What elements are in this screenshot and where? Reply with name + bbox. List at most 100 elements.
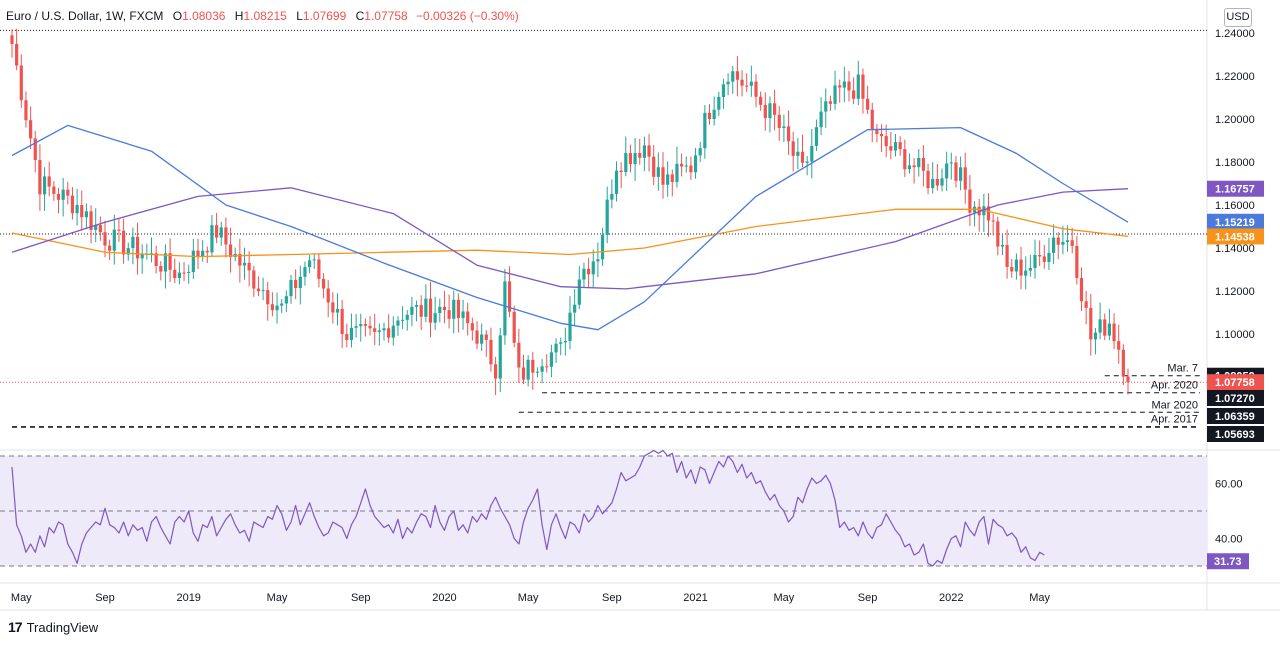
price-tag-bg bbox=[1207, 374, 1264, 391]
candle-body bbox=[926, 170, 930, 189]
candle-body bbox=[861, 74, 865, 99]
candle-body bbox=[642, 145, 646, 158]
candle-body bbox=[191, 250, 195, 272]
candle-body bbox=[405, 314, 409, 320]
candle-body bbox=[80, 205, 84, 218]
candle-body bbox=[470, 323, 474, 331]
candle-body bbox=[707, 112, 712, 120]
candle-body bbox=[917, 157, 921, 168]
candle-body bbox=[56, 193, 61, 200]
time-tick-label: 2022 bbox=[939, 592, 963, 604]
support-level-label-4: Apr. 2017 bbox=[1151, 414, 1198, 426]
candle-body bbox=[126, 248, 130, 255]
candle-body bbox=[754, 81, 758, 97]
candle-body bbox=[242, 262, 247, 266]
candle-body bbox=[689, 165, 693, 173]
candle-body bbox=[428, 298, 433, 323]
candle-body bbox=[461, 311, 465, 318]
candle-body bbox=[228, 244, 233, 257]
candle-body bbox=[759, 96, 763, 105]
candle-body bbox=[447, 310, 451, 319]
candle-body bbox=[1075, 245, 1079, 278]
price-tag: 1.07758 bbox=[1207, 374, 1264, 391]
price-tag: 1.16757 bbox=[1207, 180, 1264, 197]
candle-body bbox=[359, 324, 363, 327]
currency-button[interactable]: USD bbox=[1224, 8, 1252, 27]
candle-body bbox=[340, 308, 344, 335]
candle-body bbox=[1047, 252, 1051, 262]
candle-body bbox=[986, 206, 991, 221]
candle-body bbox=[108, 245, 112, 251]
candle-body bbox=[1033, 255, 1037, 269]
candle-body bbox=[554, 343, 558, 353]
candle-body bbox=[238, 253, 242, 266]
candle-body bbox=[856, 74, 860, 99]
candle-body bbox=[619, 170, 623, 173]
candle-body bbox=[949, 162, 953, 164]
candle-body bbox=[256, 288, 261, 292]
candle-body bbox=[991, 220, 995, 222]
tradingview-logo-icon[interactable]: 17 bbox=[8, 619, 23, 635]
price-tag-label: 1.06359 bbox=[1215, 411, 1255, 423]
candle-body bbox=[568, 312, 572, 341]
candle-body bbox=[1126, 376, 1130, 383]
time-tick-label: 2020 bbox=[432, 592, 456, 604]
candle-body bbox=[879, 134, 884, 137]
candle-body bbox=[321, 278, 326, 289]
rsi-line bbox=[11, 449, 1045, 567]
candle-body bbox=[596, 259, 600, 262]
brand-name[interactable]: TradingView bbox=[26, 619, 99, 635]
candle-body bbox=[1010, 266, 1014, 272]
change-value: −0.00326 (−0.30%) bbox=[416, 9, 519, 23]
candle-body bbox=[805, 161, 809, 163]
candle-body bbox=[252, 270, 256, 289]
candle-body bbox=[875, 129, 879, 135]
candle-body bbox=[782, 126, 786, 128]
candle-body bbox=[749, 81, 753, 86]
candle-body bbox=[61, 189, 65, 200]
candle-body bbox=[289, 279, 293, 297]
candle-body bbox=[531, 359, 535, 373]
candle-body bbox=[945, 163, 949, 179]
candle-body bbox=[656, 167, 660, 177]
candle-body bbox=[205, 250, 209, 253]
candle-body bbox=[1038, 255, 1042, 257]
candle-body bbox=[507, 281, 512, 312]
candle-body bbox=[698, 148, 702, 156]
candle-body bbox=[187, 271, 191, 273]
candle-body bbox=[1014, 259, 1018, 272]
candle-body bbox=[912, 165, 916, 168]
candle-body bbox=[159, 266, 163, 272]
candle-body bbox=[670, 174, 674, 182]
candle-body bbox=[745, 85, 749, 87]
candle-body bbox=[731, 71, 735, 82]
candle-body bbox=[777, 114, 781, 128]
candle-body bbox=[391, 325, 395, 338]
candle-body bbox=[721, 84, 726, 97]
candle-body bbox=[345, 334, 349, 340]
candle-body bbox=[1028, 268, 1032, 271]
candle-body bbox=[1089, 307, 1093, 340]
price-tick-label: 1.22000 bbox=[1215, 71, 1255, 83]
price-tag-label: 1.07270 bbox=[1215, 393, 1255, 405]
candle-body bbox=[535, 371, 540, 373]
price-tag-bg bbox=[1207, 426, 1264, 442]
candle-body bbox=[266, 290, 270, 305]
candle-body bbox=[898, 142, 902, 150]
candle-body bbox=[219, 227, 223, 238]
candle-body bbox=[1042, 256, 1046, 262]
candle-body bbox=[317, 259, 321, 279]
candle-body bbox=[247, 262, 251, 271]
price-tick-label: 1.10000 bbox=[1215, 329, 1255, 341]
price-tag-bg bbox=[1207, 213, 1264, 230]
candle-body bbox=[84, 211, 88, 218]
candle-body bbox=[819, 111, 823, 128]
candle-body bbox=[52, 186, 56, 194]
candle-body bbox=[675, 163, 679, 182]
candle-body bbox=[438, 306, 442, 314]
rsi-value-label: 31.73 bbox=[1214, 556, 1242, 568]
price-tick-label: 1.12000 bbox=[1215, 286, 1255, 298]
support-level-label-2: Mar 2020 bbox=[1152, 399, 1198, 411]
candle-body bbox=[624, 153, 628, 173]
